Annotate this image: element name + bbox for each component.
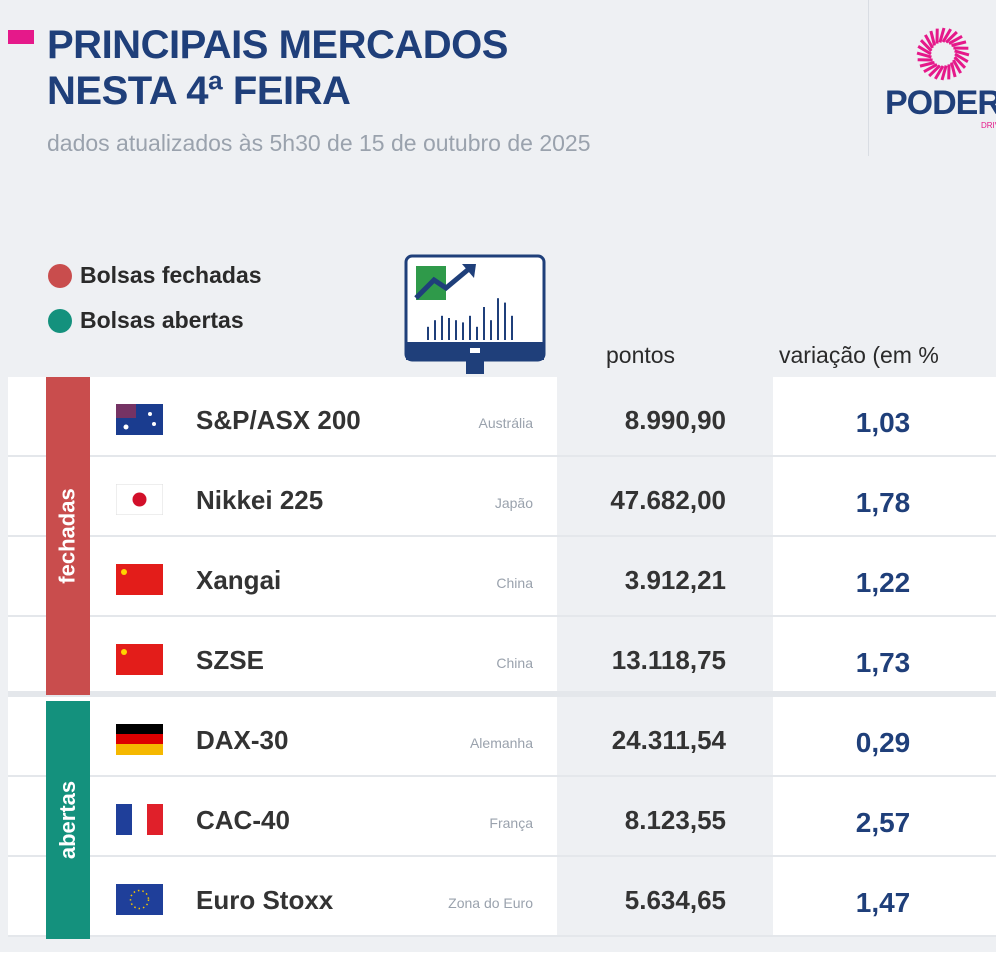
closed-dot-icon (48, 263, 72, 288)
points-value: 8.990,90 (624, 405, 726, 435)
index-name: Euro Stoxx (196, 885, 334, 915)
country-label: Japão (494, 495, 533, 511)
logo-subtext: DRIVE (981, 121, 996, 130)
points-column-bg (557, 697, 773, 775)
points-value: 8.123,55 (624, 805, 726, 835)
legend-open: Bolsas abertas (48, 307, 244, 334)
table-row: DAX-30 Alemanha 24.311,54 0,29 (8, 697, 996, 777)
china-flag-icon (116, 564, 163, 595)
logo-text: PODER (885, 84, 996, 122)
monitor-chart-icon (404, 254, 546, 374)
points-value: 47.682,00 (610, 485, 726, 515)
country-label: Zona do Euro (448, 895, 533, 911)
points-column-bg (557, 377, 773, 455)
country-label: Austrália (478, 415, 533, 431)
legend-open-label: Bolsas abertas (80, 307, 244, 333)
table-row: Xangai China 3.912,21 1,22 (8, 537, 996, 617)
title-line-2: NESTA 4ª FEIRA (47, 69, 351, 113)
page-title: PRINCIPAIS MERCADOS NESTA 4ª FEIRA (47, 22, 508, 114)
eu-flag-icon (116, 884, 163, 915)
variation-value: 0,29 (855, 727, 911, 758)
table-row: CAC-40 França 8.123,55 2,57 (8, 777, 996, 857)
points-column-bg (557, 617, 773, 691)
country-label: Alemanha (469, 735, 533, 751)
group-closed-label: fechadas (55, 488, 81, 584)
column-header-points: pontos (606, 342, 676, 368)
subtitle: dados atualizados às 5h30 de 15 de outub… (47, 130, 591, 156)
variation-value: 1,78 (855, 487, 911, 518)
france-flag-icon (116, 804, 163, 835)
variation-value: 1,73 (855, 647, 911, 678)
accent-mark (8, 30, 34, 44)
china-flag-icon (116, 644, 163, 675)
index-name: DAX-30 (196, 725, 289, 755)
points-value: 5.634,65 (624, 885, 726, 915)
country-label: China (496, 575, 533, 591)
variation-value: 1,03 (855, 407, 911, 438)
country-label: França (489, 815, 533, 831)
table-row: SZSE China 13.118,75 1,73 (8, 617, 996, 697)
table-row: Nikkei 225 Japão 47.682,00 1,78 (8, 457, 996, 537)
infographic: PRINCIPAIS MERCADOS NESTA 4ª FEIRA dados… (0, 0, 996, 952)
column-header-variation: variação (em % (779, 342, 939, 368)
variation-value: 2,57 (855, 807, 911, 838)
points-column-bg (557, 777, 773, 855)
legend-closed: Bolsas fechadas (48, 262, 262, 289)
variation-value: 1,47 (855, 887, 911, 918)
legend-closed-label: Bolsas fechadas (80, 262, 262, 288)
poder-logo: PODER DRIVE (885, 24, 996, 134)
divider (868, 0, 869, 156)
points-column-bg (557, 857, 773, 935)
index-name: Xangai (196, 565, 282, 595)
sunburst-icon (916, 27, 970, 81)
variation-value: 1,22 (855, 567, 911, 598)
index-name: Nikkei 225 (196, 485, 324, 515)
title-line-1: PRINCIPAIS MERCADOS (47, 23, 508, 67)
points-column-bg (557, 537, 773, 615)
points-column-bg (557, 457, 773, 535)
japan-flag-icon (116, 484, 163, 515)
australia-flag-icon (116, 404, 163, 435)
open-dot-icon (48, 308, 72, 333)
table-row: Euro Stoxx Zona do Euro 5.634,65 1,47 (8, 857, 996, 937)
index-name: S&P/ASX 200 (196, 405, 361, 435)
points-value: 13.118,75 (611, 645, 726, 675)
table-row: S&P/ASX 200 Austrália 8.990,90 1,03 (8, 377, 996, 457)
points-value: 24.311,54 (611, 725, 726, 755)
index-name: SZSE (196, 645, 264, 675)
group-open-label: abertas (55, 780, 80, 860)
country-label: China (496, 655, 533, 671)
group-closed: fechadas (46, 377, 90, 695)
group-open: abertas (46, 701, 90, 939)
points-value: 3.912,21 (624, 565, 726, 595)
germany-flag-icon (116, 724, 163, 755)
index-name: CAC-40 (196, 805, 290, 835)
markets-table: S&P/ASX 200 Austrália 8.990,90 1,03 Nikk… (8, 377, 996, 937)
